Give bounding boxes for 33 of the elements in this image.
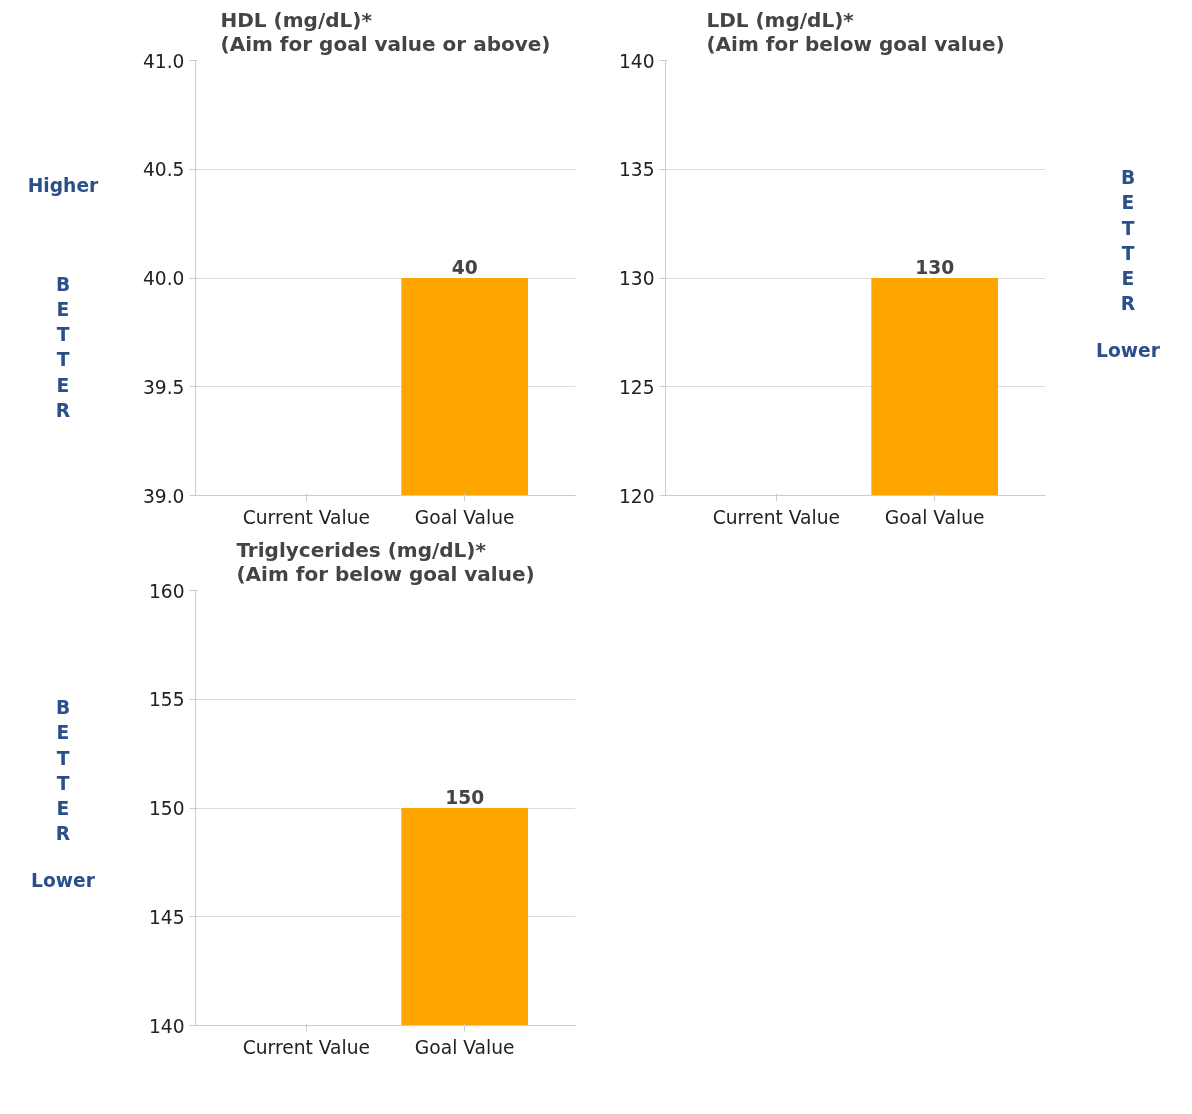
- x-tick-label: Current Value: [242, 1036, 370, 1058]
- text: BETTER: [1120, 167, 1136, 315]
- data-label: 130: [915, 257, 955, 278]
- text: BETTER: [55, 697, 71, 845]
- x-tick-label: Goal Value: [414, 506, 515, 528]
- y-tick-label: 130: [618, 268, 655, 289]
- y-tick-label: 125: [618, 376, 655, 398]
- text: Higher: [27, 175, 100, 197]
- chart-title: Triglycerides (mg/dL)* (Aim for below goal value): [236, 537, 535, 586]
- y-tick-label: 120: [618, 485, 655, 507]
- x-tick-label: Current Value: [712, 506, 840, 528]
- data-label: 40: [451, 257, 478, 278]
- x-tick-label: Goal Value: [884, 506, 985, 528]
- y-tick-label: 40.0: [142, 268, 185, 289]
- y-tick-label: 41.0: [142, 50, 185, 72]
- y-tick-label: 140: [618, 50, 655, 72]
- y-tick-label: 39.0: [142, 485, 185, 507]
- x-tick-label: Current Value: [242, 506, 370, 528]
- x-tick-label: Goal Value: [414, 1036, 515, 1058]
- chart-title: LDL (mg/dL)* (Aim for below goal value): [706, 7, 1005, 56]
- text: Lower: [1096, 339, 1161, 361]
- text: Lower: [31, 869, 96, 891]
- y-tick-label: 39.5: [142, 376, 185, 398]
- y-tick-label: 145: [148, 906, 185, 928]
- y-tick-label: 140: [148, 1015, 185, 1037]
- y-tick-label: 150: [148, 798, 185, 819]
- y-tick-label: 40.5: [142, 159, 185, 181]
- chart-title: HDL (mg/dL)* (Aim for goal value or above): [220, 7, 551, 56]
- y-tick-label: 155: [148, 689, 185, 711]
- y-tick-label: 135: [618, 159, 655, 181]
- y-tick-label: 160: [148, 580, 185, 602]
- data-label: 150: [445, 787, 485, 808]
- text: BETTER: [55, 273, 71, 421]
